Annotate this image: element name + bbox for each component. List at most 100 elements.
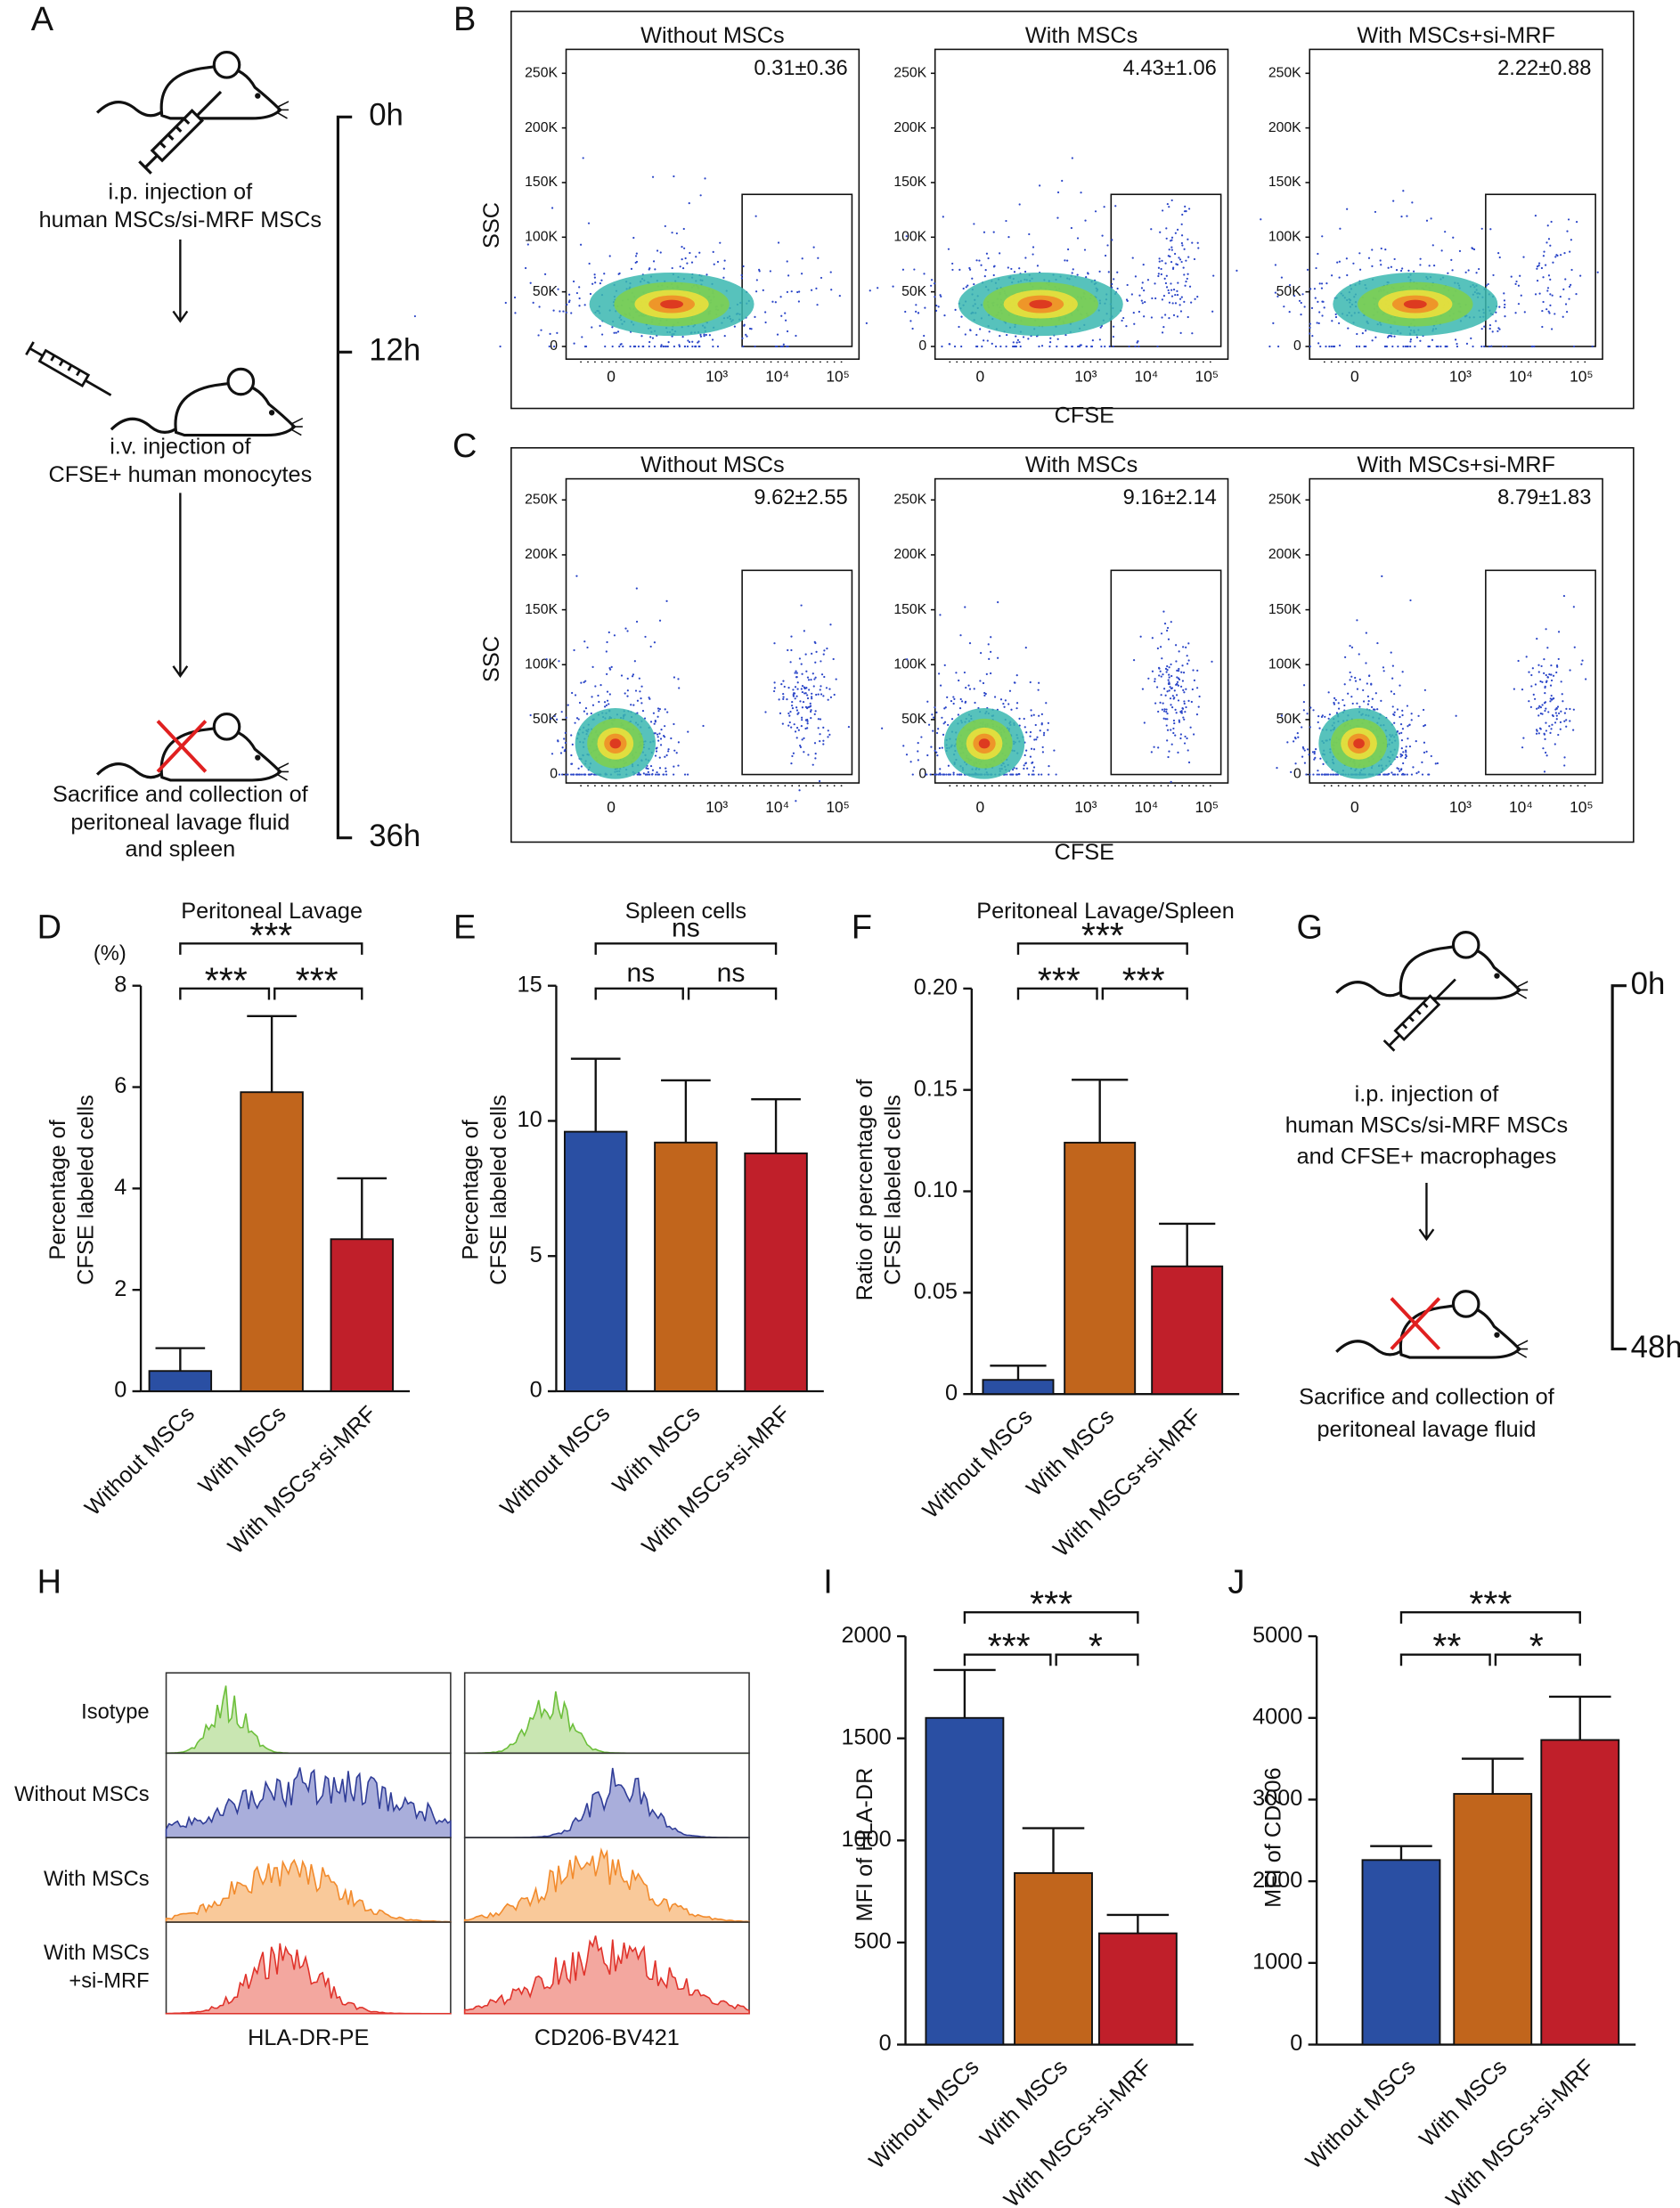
event-dot [1541,310,1543,312]
event-dot [877,287,878,289]
event-dot [659,620,661,622]
event-dot [680,265,681,267]
event-dot [1545,708,1546,710]
event-dot [820,685,821,687]
event-dot [1114,205,1116,207]
event-dot [1388,335,1390,337]
event-dot [1064,259,1065,261]
y-tick-label: 150K [525,175,558,190]
event-dot [1283,306,1284,307]
event-dot [990,651,991,653]
event-dot [1433,265,1435,266]
event-dot [1342,699,1343,701]
event-dot [969,642,971,644]
event-dot [834,694,836,696]
event-dot [1536,733,1537,735]
event-dot [1168,639,1170,640]
event-dot [1178,668,1179,670]
event-dot [1157,711,1159,713]
event-dot [802,738,803,740]
event-dot [640,686,642,688]
y-tick-label: 250K [893,65,926,80]
event-dot [779,698,780,700]
event-dot [1184,285,1186,287]
event-dot [499,346,501,347]
event-dot [552,310,554,312]
event-dot [1173,697,1175,698]
event-dot [1197,247,1199,249]
event-dot [1302,746,1304,748]
event-dot [1536,638,1537,640]
event-dot [952,773,954,775]
event-dot [556,332,558,334]
event-dot [1318,322,1320,324]
event-dot [1504,315,1505,317]
event-dot [1154,680,1155,682]
event-dot [1009,773,1011,775]
event-dot [1550,697,1552,699]
event-dot [1166,238,1168,240]
event-dot [1540,665,1542,667]
event-dot [676,232,678,234]
event-dot [1455,338,1456,340]
y-tick-label: 150K [1268,602,1301,617]
event-dot [1356,333,1358,335]
event-dot [785,320,787,322]
event-dot [795,730,796,732]
event-dot [1171,200,1173,201]
event-dot [1351,647,1353,648]
y-tick-label: 100K [893,229,926,244]
event-dot [943,722,945,724]
event-dot [635,255,637,257]
sig-bracket [596,989,683,1000]
event-dot [1303,709,1305,711]
panel-letter: J [1228,1564,1245,1601]
event-dot [1276,767,1277,769]
event-dot [654,723,656,725]
event-dot [622,346,624,347]
event-dot [815,710,817,712]
event-dot [717,261,719,263]
event-dot [1192,688,1194,690]
event-dot [1416,337,1418,338]
event-dot [1168,292,1170,294]
event-dot [804,728,806,729]
event-dot [573,342,575,344]
event-dot [979,328,981,330]
y-tick-label: 4000 [1252,1704,1302,1729]
event-dot [601,333,603,335]
event-dot [1400,769,1402,770]
event-dot [655,720,657,721]
event-dot [1321,282,1323,284]
event-dot [1162,331,1163,333]
event-dot [665,770,667,772]
event-dot [764,311,766,313]
event-dot [1104,346,1105,347]
event-dot [1560,711,1562,713]
event-dot [778,241,779,243]
event-dot [803,630,805,631]
bar [745,1153,807,1391]
event-dot [660,744,662,746]
event-dot [1321,287,1323,289]
event-dot [805,671,807,672]
event-dot [1497,327,1499,329]
event-dot [673,175,674,177]
event-dot [1169,666,1170,668]
event-dot [1380,264,1382,265]
event-dot [581,336,583,338]
event-dot [791,701,793,703]
event-dot [985,269,987,271]
event-dot [1437,346,1439,347]
event-dot [1276,296,1278,297]
event-dot [670,737,672,739]
event-dot [594,273,596,275]
event-dot [828,734,830,736]
event-dot [806,706,808,708]
step-caption: human MSCs/si-MRF MSCs [39,208,322,232]
event-dot [1309,322,1311,324]
x-axis-label: HLA-DR-PE [248,2025,369,2050]
event-dot [659,708,661,710]
event-dot [1135,275,1137,277]
event-dot [787,724,789,726]
